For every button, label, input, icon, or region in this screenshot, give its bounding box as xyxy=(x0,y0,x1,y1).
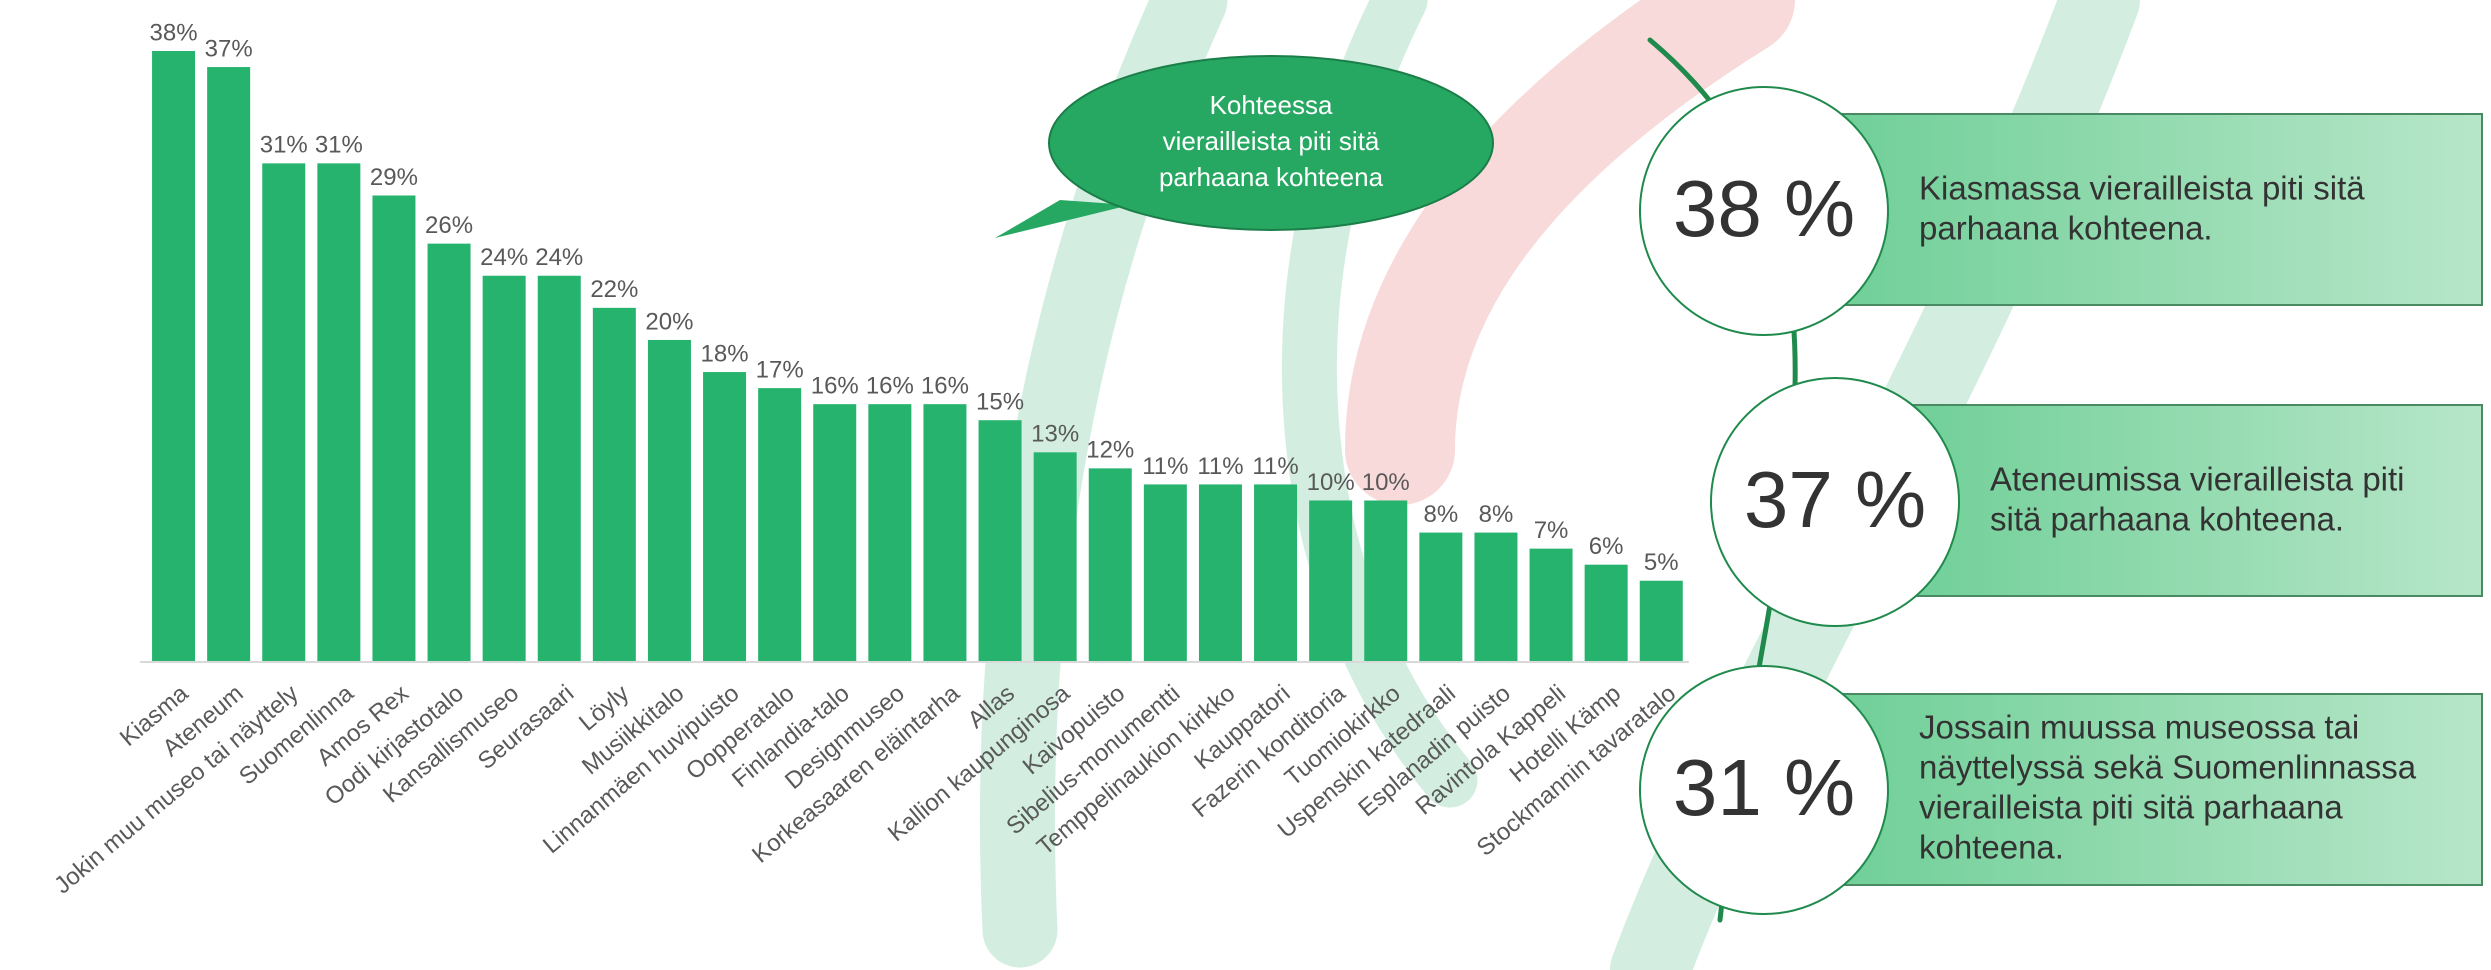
bar xyxy=(1364,500,1408,661)
value-label: 11% xyxy=(1252,453,1298,480)
bar xyxy=(1474,532,1518,661)
value-label: 29% xyxy=(370,164,418,191)
callout-text: vierailleista piti sitä parhaana xyxy=(1919,789,2343,826)
callout-value: 38 % xyxy=(1673,164,1855,253)
bar xyxy=(978,420,1022,661)
value-label: 10% xyxy=(1362,469,1410,496)
bar xyxy=(868,404,912,661)
value-label: 37% xyxy=(205,35,253,62)
bar xyxy=(482,275,526,661)
value-label: 10% xyxy=(1307,469,1355,496)
value-label: 16% xyxy=(866,373,914,400)
bar xyxy=(1419,532,1463,661)
speech-bubble: Kohteessa vierailleista piti sitä parhaana… xyxy=(995,55,1494,238)
callout-text: Jossain muussa museossa tai xyxy=(1919,709,2359,746)
bar xyxy=(427,243,471,661)
bar xyxy=(207,67,251,662)
value-label: 11% xyxy=(1142,453,1188,480)
bar xyxy=(1584,564,1628,661)
value-label: 11% xyxy=(1197,453,1243,480)
value-label: 24% xyxy=(535,244,583,271)
callout-panel xyxy=(1826,113,2483,306)
value-label: 26% xyxy=(425,212,473,239)
value-label: 5% xyxy=(1644,549,1679,576)
bar xyxy=(813,404,857,661)
callout-text: parhaana kohteena. xyxy=(1919,210,2213,247)
bar xyxy=(1033,452,1077,661)
bar xyxy=(647,339,691,661)
callout-text: Ateneumissa vierailleista piti xyxy=(1990,461,2405,498)
value-label: 8% xyxy=(1479,501,1514,528)
bar xyxy=(372,195,416,661)
callout-text: näyttelyssä sekä Suomenlinnassa xyxy=(1919,749,2417,786)
value-label: 20% xyxy=(645,308,693,335)
callout-text: kohteena. xyxy=(1919,829,2064,866)
value-label: 8% xyxy=(1424,501,1459,528)
callout-value: 37 % xyxy=(1744,455,1926,544)
value-label: 15% xyxy=(976,389,1024,416)
bar xyxy=(152,51,196,661)
bar xyxy=(262,163,306,662)
value-label: 16% xyxy=(811,373,859,400)
bar xyxy=(923,404,967,661)
bar xyxy=(1088,468,1132,661)
bar xyxy=(592,307,636,661)
callout-text: Kiasmassa vierailleista piti sitä xyxy=(1919,170,2365,207)
bubble-text: vierailleista piti sitä xyxy=(1163,126,1380,156)
callouts: 38 % Kiasmassa vierailleista piti sitäpar… xyxy=(1639,86,2483,915)
value-label: 22% xyxy=(590,276,638,303)
bar xyxy=(1639,580,1683,661)
value-label: 17% xyxy=(756,356,804,383)
callout-panel xyxy=(1826,693,2483,886)
bubble-text: parhaana kohteena xyxy=(1159,162,1384,192)
bar xyxy=(537,275,581,661)
callout-text: sitä parhaana kohteena. xyxy=(1990,501,2344,538)
value-label: 38% xyxy=(150,19,198,46)
value-label: 18% xyxy=(701,340,749,367)
callout-value: 31 % xyxy=(1673,743,1855,832)
callout-panel xyxy=(1898,404,2483,597)
bar xyxy=(758,388,802,661)
bubble-text: Kohteessa xyxy=(1210,90,1333,120)
value-label: 7% xyxy=(1534,517,1569,544)
bar xyxy=(1529,548,1573,661)
bar xyxy=(1143,484,1187,661)
value-label: 31% xyxy=(260,132,308,159)
value-label: 16% xyxy=(921,373,969,400)
value-label: 13% xyxy=(1031,421,1079,448)
bar xyxy=(317,163,361,662)
bar xyxy=(1198,484,1242,661)
value-label: 6% xyxy=(1589,533,1624,560)
callout-circle xyxy=(1639,665,1889,915)
callout-circle xyxy=(1639,86,1889,336)
bar xyxy=(1254,484,1298,661)
callout-circle xyxy=(1710,377,1960,627)
value-label: 24% xyxy=(480,244,528,271)
bar xyxy=(1309,500,1353,661)
bar xyxy=(703,372,747,661)
value-label: 12% xyxy=(1086,437,1134,464)
value-label: 31% xyxy=(315,132,363,159)
